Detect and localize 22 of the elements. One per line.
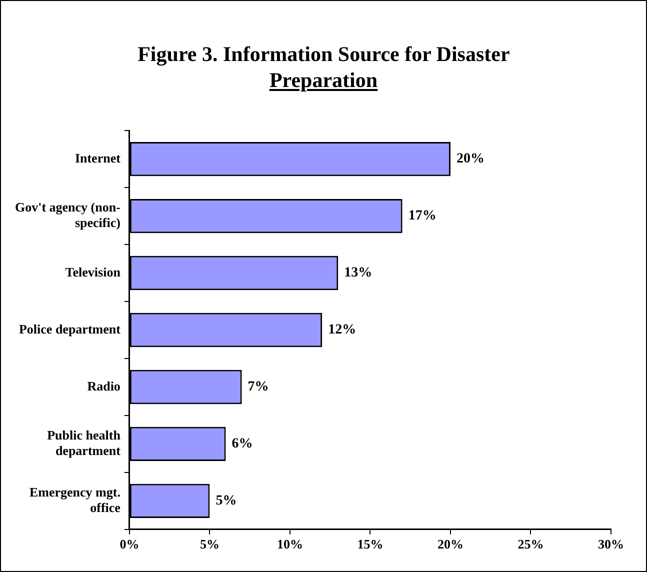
x-tick-label: 5% xyxy=(200,536,220,552)
data-label: 20% xyxy=(456,152,484,167)
y-tick-label: Internet xyxy=(74,150,122,166)
x-tick-label: 25% xyxy=(518,536,544,552)
data-label: 7% xyxy=(248,380,269,395)
x-tick-label: 30% xyxy=(598,536,624,552)
data-label: 13% xyxy=(344,266,372,281)
x-tick-label: 10% xyxy=(276,536,303,552)
y-tick-label: Police department xyxy=(18,321,122,336)
data-label: 12% xyxy=(328,322,356,338)
y-tick-label: Public health department xyxy=(47,428,122,458)
y-tick-label: Radio xyxy=(87,378,120,394)
x-tick-label: 20% xyxy=(437,536,464,552)
data-label: 6% xyxy=(232,436,253,452)
y-tick-label: Television xyxy=(65,264,122,280)
x-tick-label: 15% xyxy=(357,536,384,552)
x-tick-label: 0% xyxy=(120,536,140,552)
data-label: 5% xyxy=(216,494,237,509)
y-tick-label: Gov't agency (non-specific) xyxy=(14,200,120,230)
chart-title: Figure 3. Information Source for Disaster Preparation xyxy=(138,42,510,92)
data-label: 17% xyxy=(408,208,436,224)
y-tick-label: Emergency mgt. office xyxy=(29,484,121,516)
